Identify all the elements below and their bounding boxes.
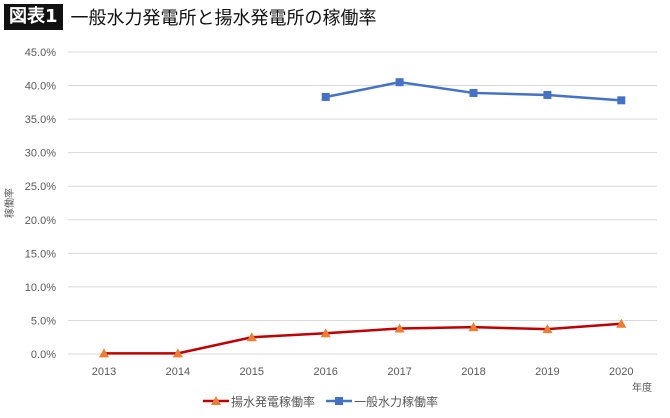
data-point-1 bbox=[469, 88, 478, 97]
data-point-0 bbox=[616, 318, 627, 328]
x-tick-label: 2014 bbox=[166, 366, 190, 378]
legend-label-1: 一般水力稼働率 bbox=[354, 394, 438, 409]
x-tick-label: 2020 bbox=[609, 366, 633, 378]
y-tick-label: 25.0% bbox=[25, 181, 56, 193]
data-point-0 bbox=[542, 324, 553, 334]
x-tick-label: 2017 bbox=[387, 366, 411, 378]
legend-marker-1 bbox=[335, 397, 343, 405]
data-point-0 bbox=[246, 332, 257, 342]
y-tick-label: 45.0% bbox=[25, 47, 56, 59]
data-point-0 bbox=[394, 323, 405, 333]
x-tick-label: 2018 bbox=[461, 366, 485, 378]
data-point-0 bbox=[99, 348, 109, 358]
series-line-0 bbox=[104, 322, 622, 355]
y-tick-label: 10.0% bbox=[25, 282, 56, 294]
data-point-0 bbox=[320, 328, 331, 338]
y-tick-label: 40.0% bbox=[25, 81, 56, 93]
figure-badge: 図表1 bbox=[4, 4, 63, 30]
data-point-1 bbox=[617, 96, 626, 105]
y-axis-label: 稼働率 bbox=[3, 188, 16, 218]
x-tick-label: 2016 bbox=[313, 366, 337, 378]
legend-label-0: 揚水発電稼働率 bbox=[231, 394, 315, 409]
y-tick-label: 20.0% bbox=[25, 215, 56, 227]
x-tick-label: 2015 bbox=[240, 366, 264, 378]
x-axis-label: 年度 bbox=[632, 381, 652, 394]
data-point-1 bbox=[321, 92, 330, 101]
y-tick-label: 35.0% bbox=[25, 114, 56, 126]
data-point-0 bbox=[468, 322, 479, 332]
data-point-1 bbox=[543, 90, 552, 99]
x-tick-label: 2019 bbox=[535, 366, 559, 378]
y-tick-label: 0.0% bbox=[31, 349, 56, 361]
y-tick-label: 5.0% bbox=[31, 315, 56, 327]
data-point-1 bbox=[395, 78, 404, 87]
y-tick-label: 30.0% bbox=[25, 148, 56, 160]
chart-title: 図表1 一般水力発電所と揚水発電所の稼働率 bbox=[4, 4, 377, 30]
data-point-0 bbox=[172, 348, 183, 358]
x-tick-label: 2013 bbox=[92, 366, 116, 378]
legend-marker-0 bbox=[211, 396, 221, 405]
title-text: 一般水力発電所と揚水発電所の稼働率 bbox=[70, 8, 377, 29]
y-tick-label: 15.0% bbox=[25, 248, 56, 260]
